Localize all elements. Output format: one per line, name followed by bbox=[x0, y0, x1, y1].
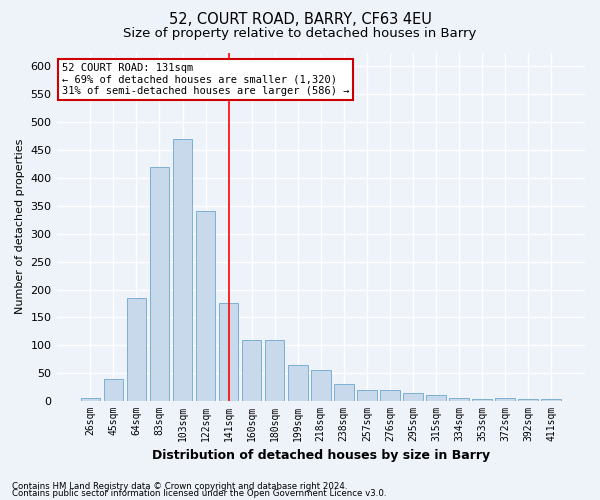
Text: Size of property relative to detached houses in Barry: Size of property relative to detached ho… bbox=[124, 28, 476, 40]
Bar bbox=[242, 340, 262, 401]
Text: 52 COURT ROAD: 131sqm
← 69% of detached houses are smaller (1,320)
31% of semi-d: 52 COURT ROAD: 131sqm ← 69% of detached … bbox=[62, 63, 349, 96]
Bar bbox=[80, 398, 100, 401]
Bar bbox=[265, 340, 284, 401]
Bar bbox=[127, 298, 146, 401]
Bar bbox=[518, 400, 538, 401]
Bar bbox=[472, 400, 492, 401]
Bar bbox=[196, 212, 215, 401]
Bar bbox=[334, 384, 353, 401]
Bar bbox=[149, 167, 169, 401]
Bar bbox=[311, 370, 331, 401]
Bar bbox=[173, 139, 193, 401]
Bar bbox=[496, 398, 515, 401]
Bar bbox=[104, 378, 123, 401]
X-axis label: Distribution of detached houses by size in Barry: Distribution of detached houses by size … bbox=[152, 450, 490, 462]
Bar bbox=[219, 304, 238, 401]
Bar bbox=[403, 392, 423, 401]
Bar bbox=[449, 398, 469, 401]
Text: Contains HM Land Registry data © Crown copyright and database right 2024.: Contains HM Land Registry data © Crown c… bbox=[12, 482, 347, 491]
Bar bbox=[357, 390, 377, 401]
Text: 52, COURT ROAD, BARRY, CF63 4EU: 52, COURT ROAD, BARRY, CF63 4EU bbox=[169, 12, 431, 28]
Bar bbox=[541, 400, 561, 401]
Y-axis label: Number of detached properties: Number of detached properties bbox=[15, 139, 25, 314]
Bar bbox=[288, 365, 308, 401]
Bar bbox=[426, 396, 446, 401]
Text: Contains public sector information licensed under the Open Government Licence v3: Contains public sector information licen… bbox=[12, 490, 386, 498]
Bar bbox=[380, 390, 400, 401]
